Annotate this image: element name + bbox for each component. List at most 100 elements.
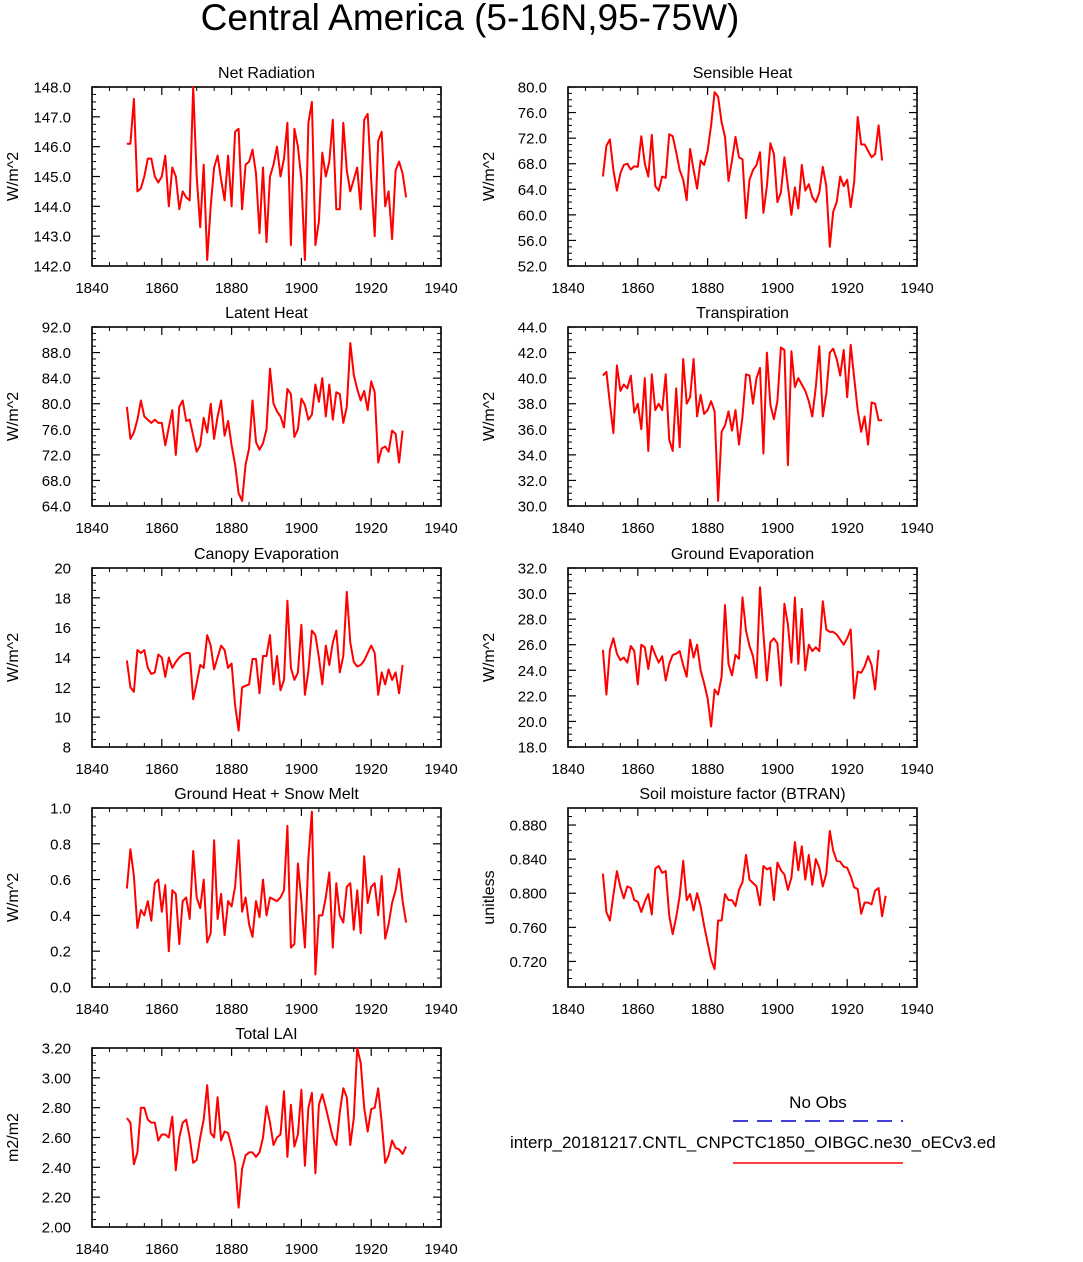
x-tick-label: 1900 xyxy=(285,520,318,537)
y-axis-label: W/m^2 xyxy=(5,633,22,682)
y-tick-label: 72.0 xyxy=(518,131,547,148)
x-tick-label: 1880 xyxy=(691,1001,724,1018)
series-line xyxy=(125,810,408,976)
y-tick-label: 14 xyxy=(54,650,71,667)
x-tick-label: 1920 xyxy=(831,761,864,778)
x-tick-label: 1880 xyxy=(215,1001,248,1018)
panel-title: Total LAI xyxy=(235,1026,297,1043)
x-tick-label: 1940 xyxy=(900,1001,933,1018)
series-line xyxy=(602,343,883,502)
series-line xyxy=(601,586,880,728)
x-tick-label: 1920 xyxy=(355,761,388,778)
series-line xyxy=(125,590,404,732)
x-tick-label: 1860 xyxy=(621,761,654,778)
y-tick-label: 2.80 xyxy=(42,1100,71,1117)
y-tick-label: 0.8 xyxy=(50,836,71,853)
panel-title: Net Radiation xyxy=(218,65,315,82)
y-tick-label: 64.0 xyxy=(518,182,547,199)
y-tick-label: 60.0 xyxy=(518,207,547,224)
panel-3: Latent Heat 1840 1860 1880 1900 1920 1940 64.0 6… xyxy=(5,305,458,537)
y-tick-label: 64.0 xyxy=(42,499,71,516)
y-tick-label: 8 xyxy=(63,740,71,757)
series-line xyxy=(601,830,887,971)
panel-9: Total LAI 1840 1860 1880 1900 1920 1940 2.00 2.2… xyxy=(5,1026,458,1258)
panel-4: Transpiration 1840 1860 1880 1900 1920 1940 30.… xyxy=(481,305,934,537)
x-tick-label: 1940 xyxy=(424,761,457,778)
y-tick-label: 20.0 xyxy=(518,714,547,731)
x-tick-label: 1920 xyxy=(355,520,388,537)
y-axis-label: W/m^2 xyxy=(481,392,498,441)
y-tick-label: 0.840 xyxy=(509,852,547,869)
y-tick-label: 0.760 xyxy=(509,920,547,937)
plot-frame xyxy=(91,807,442,988)
x-tick-label: 1840 xyxy=(551,761,584,778)
y-tick-label: 148.0 xyxy=(33,80,71,97)
y-tick-label: 68.0 xyxy=(42,473,71,490)
y-tick-label: 2.40 xyxy=(42,1160,71,1177)
panel-2: Sensible Heat 1840 1860 1880 1900 1920 1940 52.… xyxy=(481,65,934,297)
plot-frame xyxy=(567,567,918,748)
y-tick-label: 0.6 xyxy=(50,872,71,889)
y-tick-label: 2.00 xyxy=(42,1220,71,1237)
y-tick-label: 40.0 xyxy=(518,371,547,388)
x-tick-label: 1900 xyxy=(761,1001,794,1018)
y-tick-label: 76.0 xyxy=(518,105,547,122)
y-tick-label: 20 xyxy=(54,561,71,578)
y-tick-label: 145.0 xyxy=(33,169,71,186)
panel-1: Net Radiation 1840 1860 1880 1900 1920 1940 142… xyxy=(5,65,458,297)
y-tick-label: 143.0 xyxy=(33,229,71,246)
x-tick-label: 1840 xyxy=(75,761,108,778)
y-tick-label: 56.0 xyxy=(518,233,547,250)
x-tick-label: 1860 xyxy=(621,280,654,297)
y-tick-label: 142.0 xyxy=(33,259,71,276)
x-tick-label: 1860 xyxy=(145,280,178,297)
y-tick-label: 32.0 xyxy=(518,561,547,578)
panel-title: Ground Evaporation xyxy=(671,546,814,563)
y-tick-label: 30.0 xyxy=(518,586,547,603)
y-axis-label: m2/m2 xyxy=(5,1113,22,1162)
y-tick-label: 44.0 xyxy=(518,320,547,337)
x-tick-label: 1880 xyxy=(215,520,248,537)
x-tick-label: 1940 xyxy=(424,280,457,297)
x-tick-label: 1840 xyxy=(75,1241,108,1258)
x-tick-label: 1920 xyxy=(355,1241,388,1258)
panel-title: Canopy Evaporation xyxy=(194,546,339,563)
panel-5: Canopy Evaporation 1840 1860 1880 1900 1920 19… xyxy=(5,546,458,778)
y-tick-label: 3.20 xyxy=(42,1041,71,1058)
y-axis-label: W/m^2 xyxy=(481,633,498,682)
y-axis-label: W/m^2 xyxy=(5,152,22,201)
y-tick-label: 26.0 xyxy=(518,637,547,654)
x-tick-label: 1860 xyxy=(145,761,178,778)
x-tick-label: 1880 xyxy=(691,761,724,778)
x-tick-label: 1900 xyxy=(285,761,318,778)
panel-title: Latent Heat xyxy=(225,305,308,322)
plot-frame xyxy=(91,567,442,748)
y-tick-label: 84.0 xyxy=(42,371,71,388)
legend-obs-label: No Obs xyxy=(789,1093,847,1112)
legend: No Obs interp_20181217.CNTL_CNPCTC1850_O… xyxy=(510,1093,996,1164)
x-tick-label: 1860 xyxy=(145,1001,178,1018)
x-tick-label: 1900 xyxy=(761,761,794,778)
y-tick-label: 88.0 xyxy=(42,345,71,362)
x-tick-label: 1840 xyxy=(75,280,108,297)
y-tick-label: 2.20 xyxy=(42,1190,71,1207)
y-tick-label: 2.60 xyxy=(42,1130,71,1147)
series-line xyxy=(601,91,884,248)
series-line xyxy=(126,86,408,261)
x-tick-label: 1840 xyxy=(551,1001,584,1018)
series-line xyxy=(126,1047,408,1209)
y-tick-label: 42.0 xyxy=(518,345,547,362)
y-tick-label: 12 xyxy=(54,680,71,697)
panel-6: Ground Evaporation 1840 1860 1880 1900 1920 19… xyxy=(481,546,934,778)
y-tick-label: 1.0 xyxy=(50,801,71,818)
x-tick-label: 1920 xyxy=(355,280,388,297)
y-tick-label: 22.0 xyxy=(518,688,547,705)
x-tick-label: 1900 xyxy=(761,520,794,537)
panel-7: Ground Heat + Snow Melt 1840 1860 1880 1900 1… xyxy=(5,786,458,1018)
y-tick-label: 36.0 xyxy=(518,422,547,439)
y-tick-label: 68.0 xyxy=(518,156,547,173)
x-tick-label: 1880 xyxy=(215,761,248,778)
panel-title: Ground Heat + Snow Melt xyxy=(174,786,359,803)
x-tick-label: 1920 xyxy=(831,280,864,297)
x-tick-label: 1920 xyxy=(355,1001,388,1018)
